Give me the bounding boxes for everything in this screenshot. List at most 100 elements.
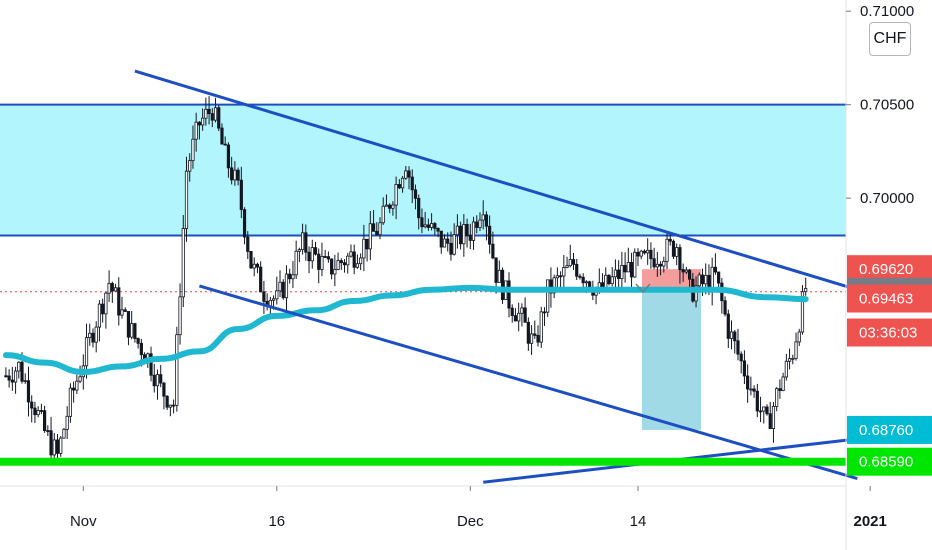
candle-body-142 (462, 224, 466, 245)
candle-body-116 (378, 222, 382, 236)
candle-body-169 (549, 279, 553, 294)
candle-body-144 (468, 235, 472, 241)
candle-body-31 (104, 292, 108, 315)
candle-body-239 (775, 388, 779, 407)
y-tick-label-2: 0.70000 (860, 190, 914, 207)
candle-body-216 (700, 274, 705, 285)
candle-body-236 (765, 406, 769, 415)
candle-body-112 (365, 238, 369, 250)
candle-body-83 (271, 298, 276, 301)
stop-loss-zone[interactable] (642, 269, 701, 292)
candle-body-220 (713, 266, 718, 273)
candle-body-145 (471, 221, 476, 241)
candle-body-85 (278, 281, 282, 292)
candle-body-104 (339, 260, 343, 264)
candle-body-79 (259, 266, 263, 293)
candle-body-152 (494, 257, 498, 283)
take-profit-zone[interactable] (642, 291, 701, 430)
candle-body-209 (678, 247, 682, 270)
price-tag-label-3: 03:36:03 (859, 325, 917, 342)
candle-body-176 (571, 259, 576, 265)
candle-body-208 (675, 247, 679, 257)
candle-body-201 (652, 258, 656, 268)
candle-body-162 (526, 321, 530, 344)
candle-body-42 (139, 342, 143, 356)
candle-body-107 (349, 251, 353, 257)
candle-body-13 (46, 430, 50, 432)
candle-body-200 (649, 249, 653, 260)
x-tick-label-1: 16 (268, 513, 285, 530)
y-tick-label-0: 0.71000 (860, 3, 914, 20)
candle-body-22 (75, 380, 79, 391)
candle-body-233 (755, 390, 759, 412)
candle-body-52 (171, 404, 176, 407)
candle-body-3 (13, 370, 18, 383)
candle-body-111 (362, 238, 366, 259)
candle-body-96 (313, 247, 318, 255)
candle-body-54 (178, 296, 182, 336)
candle-body-188 (610, 276, 614, 285)
candle-body-11 (39, 410, 43, 412)
candle-body-165 (536, 335, 540, 343)
candle-body-163 (529, 333, 534, 344)
candle-body-240 (778, 388, 782, 391)
x-tick-label-0: Nov (70, 513, 97, 530)
candle-body-227 (736, 340, 740, 355)
candle-body-134 (436, 227, 440, 232)
candle-body-179 (581, 276, 585, 284)
candle-body-39 (130, 323, 134, 338)
candle-body-187 (607, 274, 611, 285)
candle-body-247 (800, 291, 805, 333)
candle-body-99 (323, 256, 327, 258)
candle-body-172 (559, 275, 563, 278)
currency-button[interactable]: CHF (869, 22, 911, 56)
candle-body-70 (230, 167, 234, 181)
candle-body-210 (681, 269, 685, 273)
candle-body-0 (4, 375, 8, 378)
candle-body-244 (791, 357, 795, 360)
candle-body-123 (400, 177, 405, 189)
candle-body-69 (226, 144, 231, 169)
candle-body-6 (23, 380, 27, 383)
candle-body-153 (497, 269, 501, 283)
moving-average-line[interactable] (2, 284, 809, 375)
candle-body-108 (352, 251, 356, 268)
candle-body-122 (397, 184, 401, 189)
candle-body-140 (455, 225, 460, 236)
candle-body-147 (478, 219, 482, 228)
candle-body-19 (65, 415, 69, 430)
candle-body-198 (642, 250, 647, 254)
candle-body-242 (784, 360, 788, 378)
candle-body-177 (575, 263, 579, 277)
x-tick-label-2: Dec (457, 513, 484, 530)
candle-body-115 (375, 230, 379, 236)
upper-trendline[interactable] (134, 69, 858, 292)
candle-body-56 (184, 170, 189, 229)
candle-body-2 (10, 379, 14, 383)
candle-body-95 (310, 247, 314, 262)
candle-body-98 (320, 256, 324, 270)
lower-trendline[interactable] (198, 284, 858, 480)
candle-body-8 (30, 401, 34, 409)
candle-body-121 (394, 184, 398, 206)
price-tag-bg-2 (847, 284, 932, 313)
candle-body-148 (481, 214, 485, 221)
candle-body-59 (194, 121, 198, 140)
candle-body-75 (246, 236, 250, 252)
candle-body-173 (562, 267, 566, 277)
candle-body-20 (68, 387, 72, 417)
candle-body-58 (191, 138, 195, 162)
candle-body-171 (555, 275, 559, 279)
price-tag-label-0: 0.69620 (859, 261, 913, 278)
candle-body-45 (149, 353, 153, 376)
candle-body-214 (694, 285, 698, 302)
candle-body-130 (423, 224, 427, 228)
candle-body-128 (417, 197, 421, 219)
candle-body-189 (613, 269, 618, 278)
candle-body-225 (729, 331, 734, 339)
candle-body-205 (665, 238, 669, 262)
candle-body-206 (668, 238, 672, 242)
candle-body-88 (288, 273, 292, 280)
candle-body-5 (20, 361, 24, 382)
